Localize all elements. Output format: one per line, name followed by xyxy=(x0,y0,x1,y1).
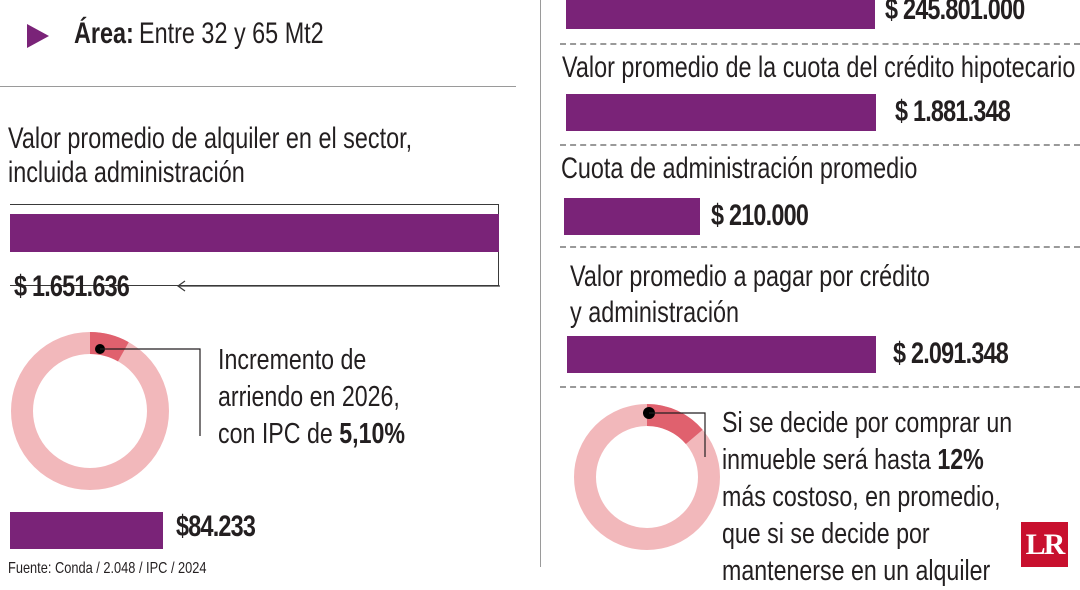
buy-line2-prefix: inmueble será hasta xyxy=(722,444,938,476)
price-value: $ 245.801.000 xyxy=(885,0,1025,26)
increase-donut xyxy=(11,332,201,490)
rent-bar xyxy=(10,214,499,252)
increase-donut-leader xyxy=(100,348,201,436)
increase-text: Incremento de arriendo en 2026, con IPC … xyxy=(218,342,405,453)
rent-value: $ 1.651.636 xyxy=(14,270,130,303)
admin-title: Cuota de administración promedio xyxy=(561,152,918,185)
area-label: Área: xyxy=(74,17,134,50)
increase-line2: arriendo en 2026, xyxy=(218,381,400,413)
increase-donut-slice xyxy=(89,332,129,362)
total-title-line1: Valor promedio a pagar por crédito xyxy=(570,260,930,293)
buy-donut-slice xyxy=(646,404,703,445)
buy-line5: mantenerse en un alquiler xyxy=(722,555,991,587)
total-value: $ 2.091.348 xyxy=(893,337,1009,370)
dashed-separator-3 xyxy=(560,246,1080,248)
admin-value: $ 210.000 xyxy=(711,199,809,232)
increase-percent: 5,10% xyxy=(339,418,406,450)
buy-line2: inmueble será hasta 12% xyxy=(722,442,1012,479)
buy-line4: que si se decide por xyxy=(722,518,930,550)
total-bar xyxy=(567,336,876,373)
footer-source: Fuente: Conda / 2.048 / IPC / 2024 xyxy=(8,560,207,577)
admin-bar xyxy=(564,198,700,235)
buy-line3: más costoso, en promedio, xyxy=(722,481,1001,513)
mortgage-value: $ 1.881.348 xyxy=(895,95,1011,128)
rent-title-line1: Valor promedio de alquiler en el sector, xyxy=(8,122,413,155)
arrow-left-icon xyxy=(176,280,500,292)
mortgage-bar xyxy=(566,94,876,131)
price-bar xyxy=(566,0,875,29)
increase-line3-prefix: con IPC de xyxy=(218,418,340,450)
dashed-separator-1 xyxy=(560,43,1080,45)
rent-title-line2: incluida administración xyxy=(8,156,245,189)
buy-percent: 12% xyxy=(937,444,984,476)
dashed-separator-2 xyxy=(560,144,1080,146)
increase-bar xyxy=(10,512,163,549)
buy-text: Si se decide por comprar un inmueble ser… xyxy=(722,405,1012,590)
total-title-line2: y administración xyxy=(570,296,740,329)
bullet-triangle-icon xyxy=(27,24,49,48)
column-divider xyxy=(540,0,541,567)
lr-logo: LR xyxy=(1021,522,1068,567)
increase-value: $84.233 xyxy=(176,510,256,543)
increase-line1: Incremento de xyxy=(218,344,367,376)
buy-donut-leader xyxy=(649,412,706,457)
area-value: Entre 32 y 65 Mt2 xyxy=(139,17,324,50)
buy-line1: Si se decide por comprar un xyxy=(722,407,1013,439)
increase-donut-ring xyxy=(11,332,169,490)
increase-line3: con IPC de 5,10% xyxy=(218,416,405,453)
mortgage-title: Valor promedio de la cuota del crédito h… xyxy=(562,51,1076,84)
buy-donut xyxy=(574,404,720,550)
dashed-separator-4 xyxy=(560,386,1080,388)
left-separator xyxy=(0,86,516,87)
